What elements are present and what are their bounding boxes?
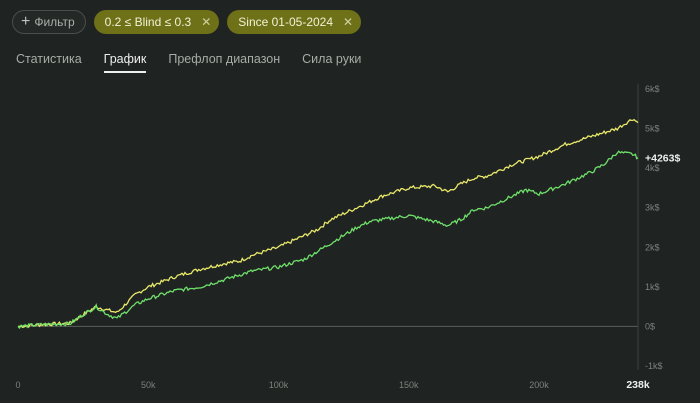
x-tick-label: 150k [399, 380, 419, 390]
filter-chip-label: 0.2 ≤ Blind ≤ 0.3 [104, 15, 192, 29]
plus-icon: + [21, 13, 31, 30]
tab-preflop-range[interactable]: Префлоп диапазон [168, 52, 281, 66]
filter-chip-label: Since 01-05-2024 [238, 15, 334, 29]
y-axis: 6k$ 5k$ 4k$ 3k$ 2k$ 1k$ 0$ -1k$ [645, 84, 663, 371]
series-line-result [17, 150, 639, 330]
y-tick-label: 2k$ [645, 242, 660, 252]
tab-hand-strength[interactable]: Сила руки [302, 52, 362, 66]
close-icon[interactable]: ✕ [343, 15, 354, 29]
series-line-total [17, 118, 639, 329]
y-tick-label: 5k$ [645, 124, 660, 134]
x-tick-label: 100k [269, 380, 289, 390]
filter-bar: + Фильтр 0.2 ≤ Blind ≤ 0.3 ✕ Since 01-05… [12, 10, 362, 34]
tab-bar: Статистика График Префлоп диапазон Сила … [16, 52, 383, 73]
x-tick-label: 0 [15, 380, 20, 390]
y-tick-label: 4k$ [645, 163, 660, 173]
y-tick-label: 6k$ [645, 84, 660, 94]
tab-statistics[interactable]: Статистика [16, 52, 82, 66]
add-filter-button[interactable]: + Фильтр [12, 10, 86, 34]
y-tick-label: 1k$ [645, 282, 660, 292]
x-axis: 0 50k 100k 150k 200k 238k [15, 379, 649, 391]
y-tick-label: 3k$ [645, 203, 660, 213]
filter-chip-date[interactable]: Since 01-05-2024 ✕ [227, 10, 362, 34]
add-filter-label: Фильтр [34, 15, 75, 29]
y-tick-label: 0$ [645, 321, 655, 331]
filter-chip-blind[interactable]: 0.2 ≤ Blind ≤ 0.3 ✕ [93, 10, 220, 34]
x-tick-label: 200k [529, 380, 549, 390]
end-value-label: +4263$ [645, 153, 680, 165]
y-tick-label: -1k$ [645, 361, 663, 371]
x-tick-label: 50k [141, 380, 156, 390]
tab-graph[interactable]: График [103, 52, 147, 73]
x-tick-label: 238k [626, 379, 650, 391]
close-icon[interactable]: ✕ [201, 15, 212, 29]
